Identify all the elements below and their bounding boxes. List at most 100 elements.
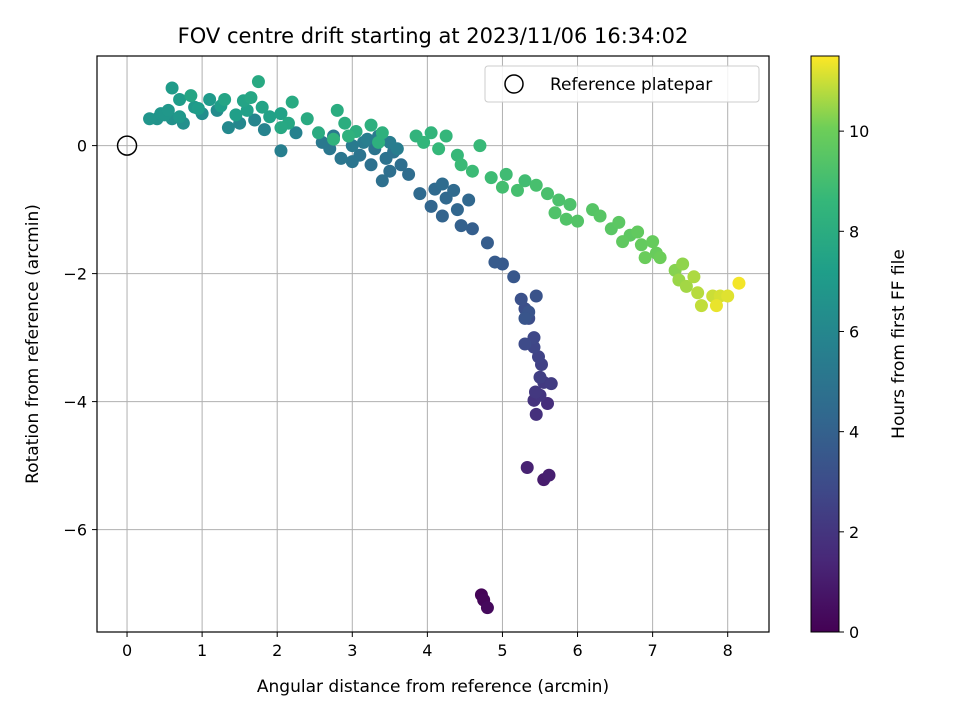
data-point bbox=[518, 174, 532, 188]
data-point bbox=[480, 601, 494, 615]
data-point bbox=[364, 118, 378, 132]
data-point bbox=[143, 112, 157, 126]
data-point bbox=[709, 299, 723, 313]
data-point bbox=[691, 286, 705, 300]
data-point bbox=[510, 183, 524, 197]
data-point bbox=[533, 370, 547, 384]
reference-marker bbox=[116, 135, 138, 156]
data-point bbox=[345, 155, 359, 169]
data-point bbox=[484, 171, 498, 185]
data-point bbox=[571, 214, 585, 228]
data-point bbox=[676, 257, 690, 271]
data-point bbox=[544, 377, 558, 391]
data-point bbox=[527, 331, 541, 345]
data-point bbox=[342, 129, 356, 143]
data-point bbox=[450, 203, 464, 217]
data-point bbox=[616, 235, 630, 249]
colorbar-tick-label: 2 bbox=[849, 523, 859, 542]
y-axis-ticks: −6 −4 −2 0 bbox=[63, 137, 97, 540]
colorbar-label: Hours from first FF file bbox=[889, 249, 909, 439]
legend: Reference platepar bbox=[484, 65, 760, 103]
data-point bbox=[507, 270, 521, 284]
data-point bbox=[518, 311, 532, 325]
data-point bbox=[330, 103, 344, 117]
data-point bbox=[631, 225, 645, 239]
data-point bbox=[679, 279, 693, 293]
data-point bbox=[191, 101, 205, 115]
data-point bbox=[413, 187, 427, 201]
data-point bbox=[694, 299, 708, 313]
data-point bbox=[257, 123, 271, 137]
data-point bbox=[248, 113, 262, 127]
plot-area-frame bbox=[96, 55, 770, 633]
x-tick-label: 4 bbox=[422, 641, 432, 660]
data-point bbox=[447, 183, 461, 197]
data-point bbox=[289, 126, 303, 140]
data-point bbox=[563, 197, 577, 211]
data-point bbox=[161, 103, 175, 117]
data-point bbox=[360, 132, 374, 146]
data-point bbox=[173, 110, 187, 124]
y-tick-label: 0 bbox=[77, 137, 87, 156]
data-point bbox=[274, 121, 288, 135]
colorbar-tick-label: 8 bbox=[849, 222, 859, 241]
data-point bbox=[559, 212, 573, 226]
legend-entry-reference: Reference platepar bbox=[550, 75, 712, 95]
data-point bbox=[612, 215, 626, 229]
data-point bbox=[285, 95, 299, 109]
data-point bbox=[529, 178, 543, 192]
data-point bbox=[518, 337, 532, 351]
x-tick-label: 7 bbox=[648, 641, 658, 660]
x-tick-label: 8 bbox=[723, 641, 733, 660]
data-point bbox=[311, 126, 325, 140]
data-point bbox=[528, 385, 542, 399]
colorbar-tick-label: 6 bbox=[849, 322, 859, 341]
data-point bbox=[593, 209, 607, 223]
data-point bbox=[529, 289, 543, 303]
data-point bbox=[364, 158, 378, 172]
data-point bbox=[402, 167, 416, 181]
y-tick-label: −6 bbox=[63, 521, 87, 540]
data-point bbox=[394, 158, 408, 172]
data-point bbox=[514, 292, 528, 306]
x-tick-label: 5 bbox=[497, 641, 507, 660]
data-point bbox=[417, 135, 431, 149]
data-point bbox=[184, 89, 198, 103]
data-point bbox=[454, 219, 468, 233]
data-point bbox=[338, 116, 352, 130]
data-point bbox=[274, 107, 288, 121]
data-point bbox=[165, 81, 179, 95]
data-point bbox=[424, 199, 438, 213]
data-point bbox=[300, 112, 314, 126]
colorbar-tick-label: 4 bbox=[849, 423, 859, 442]
data-point bbox=[520, 461, 534, 475]
x-tick-label: 3 bbox=[347, 641, 357, 660]
data-point bbox=[465, 222, 479, 236]
x-tick-label: 0 bbox=[122, 641, 132, 660]
data-point bbox=[327, 132, 341, 146]
data-point bbox=[465, 164, 479, 178]
data-point bbox=[542, 468, 556, 482]
data-point bbox=[229, 108, 243, 122]
data-point bbox=[334, 151, 348, 165]
data-point bbox=[173, 93, 187, 107]
data-point bbox=[383, 164, 397, 178]
y-tick-label: −4 bbox=[63, 393, 87, 412]
data-point bbox=[732, 276, 746, 290]
chart-title: FOV centre drift starting at 2023/11/06 … bbox=[178, 24, 689, 48]
legend-box bbox=[484, 65, 760, 103]
reference-platepar-point bbox=[116, 135, 138, 156]
y-tick-label: −2 bbox=[63, 265, 87, 284]
data-point bbox=[687, 270, 701, 284]
data-point bbox=[251, 75, 265, 89]
data-point bbox=[244, 91, 258, 105]
data-point bbox=[653, 251, 667, 265]
legend-marker bbox=[504, 74, 524, 94]
data-point bbox=[721, 289, 735, 303]
colorbar-gradient bbox=[810, 55, 840, 633]
data-point bbox=[646, 235, 660, 249]
data-point bbox=[638, 251, 652, 265]
data-point bbox=[548, 206, 562, 220]
x-tick-label: 2 bbox=[272, 641, 282, 660]
